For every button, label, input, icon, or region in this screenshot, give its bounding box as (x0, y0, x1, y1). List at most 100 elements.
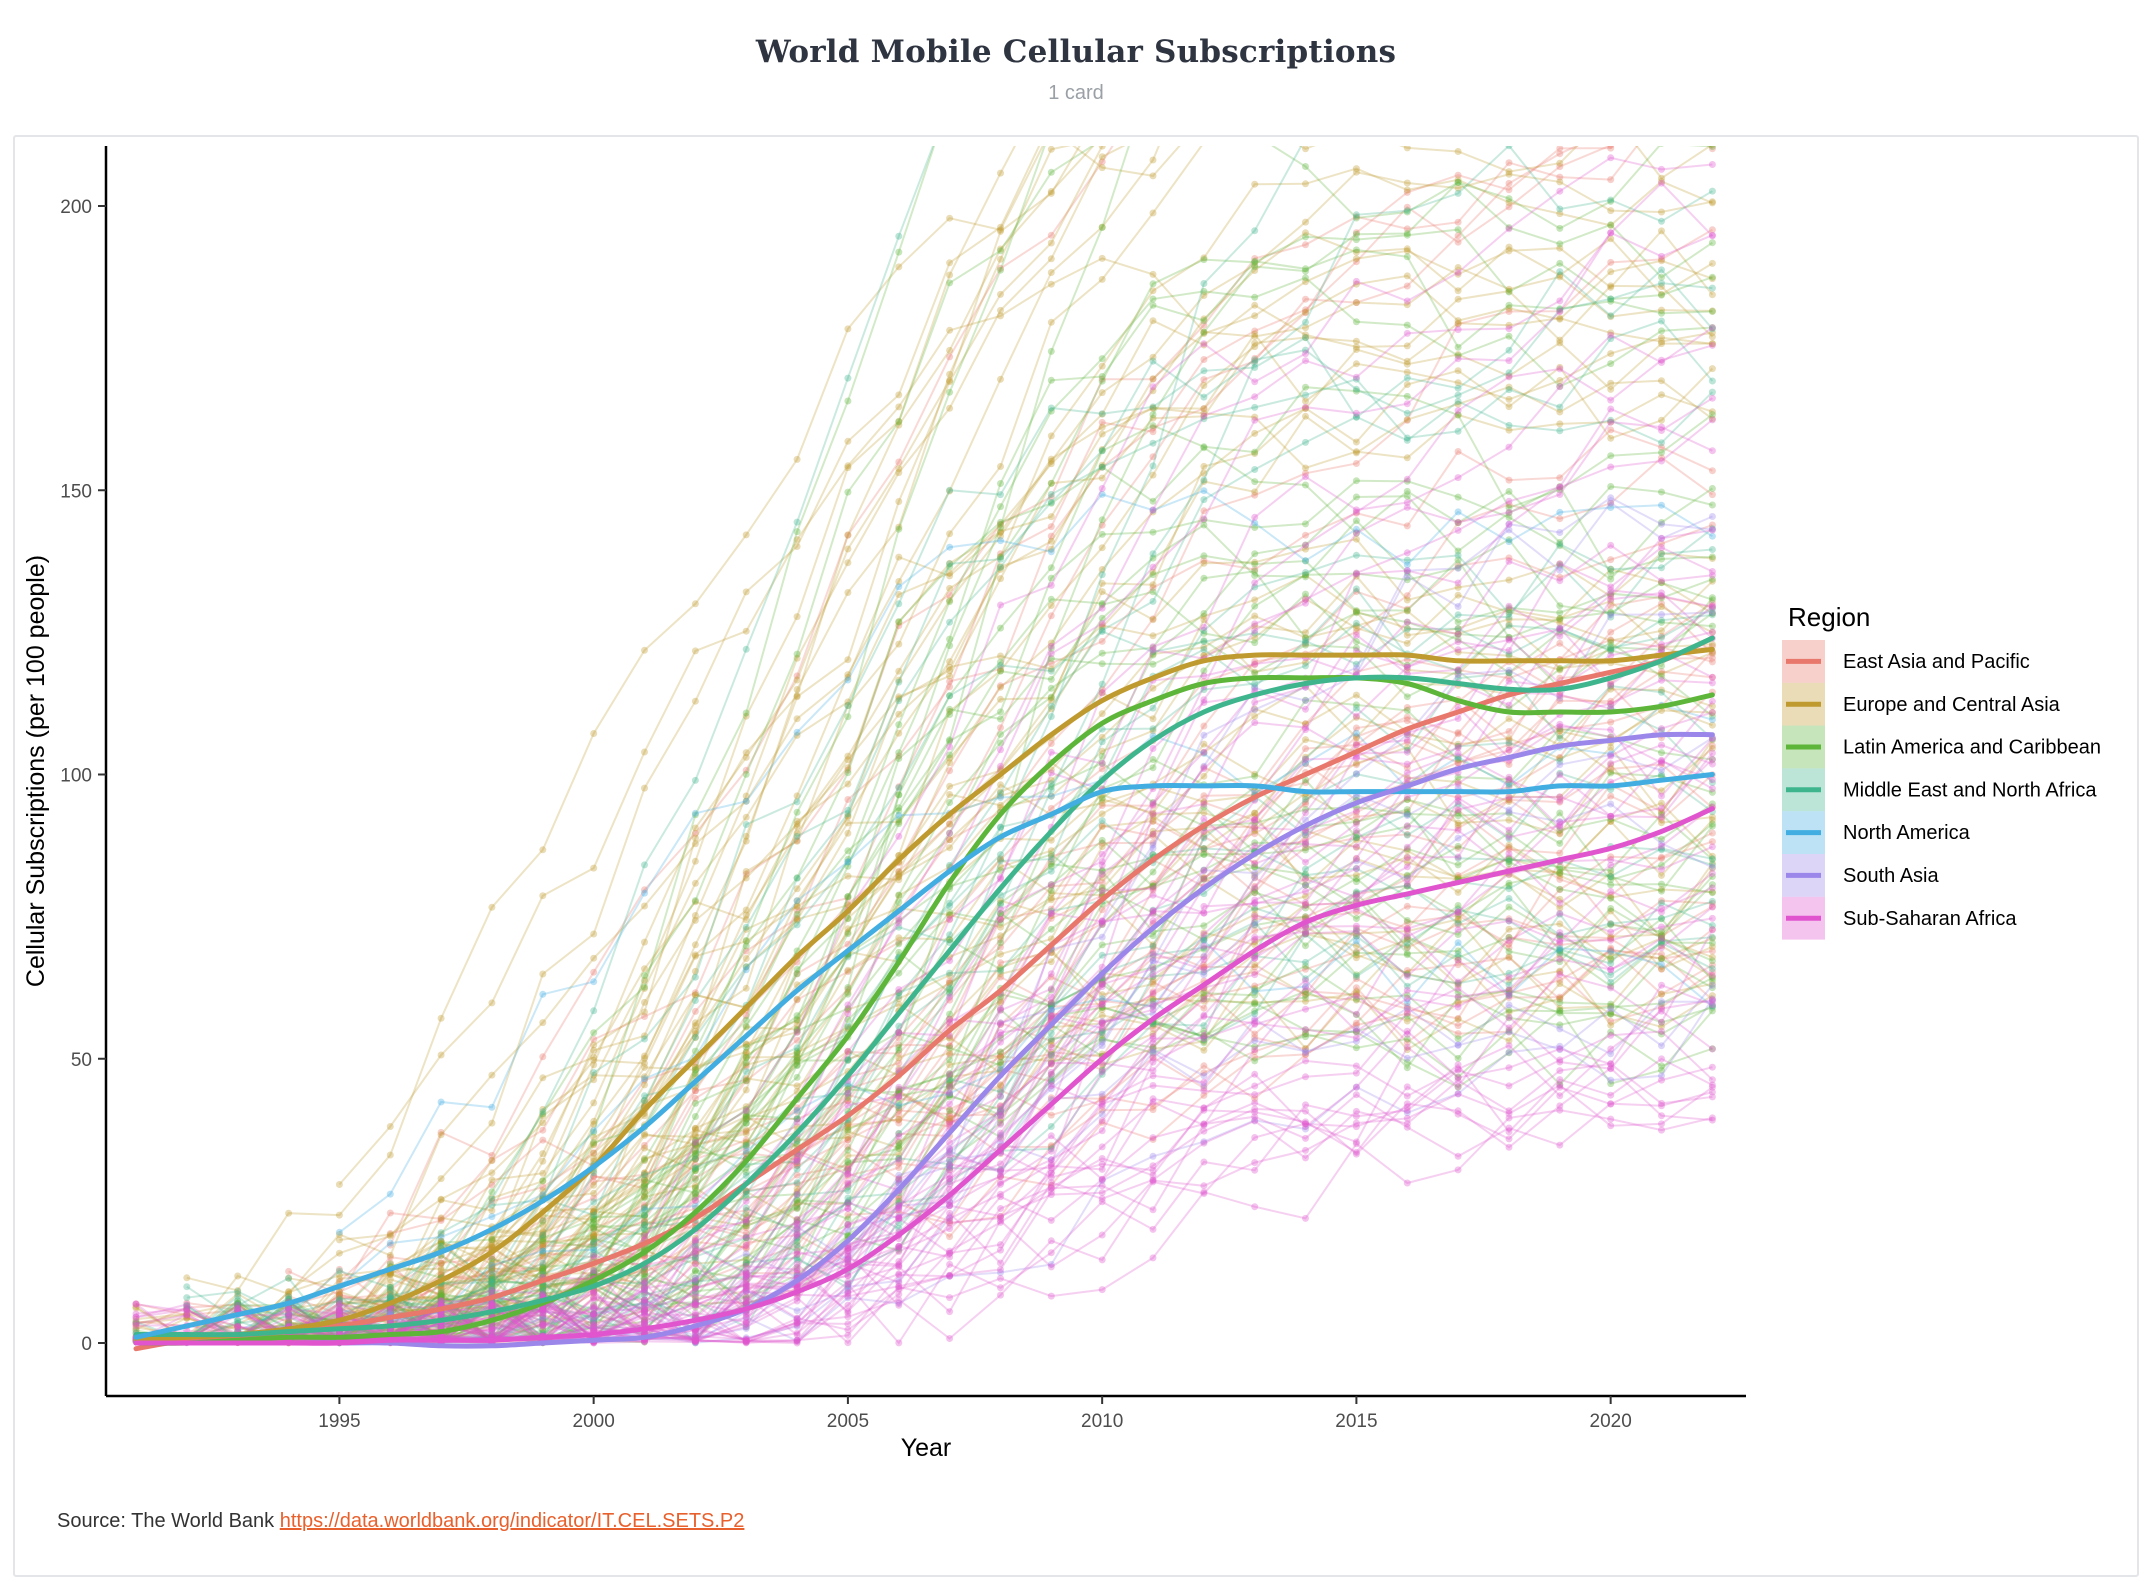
country-point (1505, 940, 1513, 948)
country-point (742, 1147, 750, 1155)
country-line (186, 146, 1614, 1342)
country-point (1099, 136, 1106, 143)
country-point (1454, 978, 1462, 986)
country-point (1150, 69, 1157, 76)
country-point (1403, 902, 1411, 910)
country-point (946, 1105, 954, 1113)
country-point (1505, 386, 1513, 394)
country-point (1404, 0, 1411, 3)
country-point (1302, 858, 1309, 866)
country-point (997, 1102, 1004, 1110)
country-point (1658, 208, 1665, 216)
country-point (1607, 792, 1615, 800)
country-point (1708, 284, 1716, 292)
country-point (1454, 807, 1462, 814)
country-point (1658, 279, 1665, 287)
country-point (793, 808, 801, 816)
country-point (1098, 850, 1106, 858)
country-point (1302, 569, 1309, 576)
country-point (590, 1029, 598, 1037)
country-point (1352, 770, 1360, 778)
country-point (1149, 1082, 1157, 1089)
country-point (1251, 227, 1259, 235)
country-point (1200, 956, 1208, 964)
country-point (1607, 196, 1615, 204)
country-point (1200, 799, 1208, 806)
country-point (1302, 990, 1309, 998)
country-point (590, 978, 598, 986)
country-point (1200, 37, 1207, 44)
country-point (1352, 973, 1360, 980)
country-point (1658, 501, 1665, 509)
country-point (1352, 712, 1360, 720)
country-point (488, 1151, 496, 1159)
country-point (234, 1323, 242, 1331)
country-point (946, 711, 954, 718)
country-point (1403, 179, 1411, 187)
country-point (1098, 1118, 1106, 1126)
country-point (386, 1286, 394, 1294)
country-point (1404, 20, 1411, 27)
country-point (1658, 981, 1665, 989)
country-point (793, 1044, 801, 1052)
country-point (1149, 942, 1157, 950)
country-point (742, 1172, 750, 1179)
country-point (997, 1059, 1004, 1067)
country-point (742, 588, 750, 596)
country-point (641, 1279, 648, 1287)
country-point (1658, 808, 1665, 816)
country-point (1048, 124, 1055, 131)
country-point (1302, 233, 1309, 241)
country-point (1505, 1001, 1513, 1009)
country-point (1098, 1038, 1106, 1046)
country-point (844, 1120, 852, 1128)
country-point (1454, 824, 1462, 832)
country-point (641, 1092, 648, 1100)
country-point (997, 857, 1004, 865)
country-point (1251, 987, 1259, 995)
country-point (844, 713, 852, 721)
country-point (1251, 602, 1259, 610)
country-point (641, 1171, 648, 1178)
country-point (1708, 947, 1716, 955)
country-point (793, 874, 801, 882)
country-point (1200, 382, 1208, 389)
country-point (1200, 280, 1208, 287)
country-point (285, 1274, 293, 1282)
country-point (1658, 309, 1665, 317)
country-point (1047, 564, 1055, 572)
country-point (1556, 74, 1563, 81)
country-point (844, 325, 852, 333)
country-point (1150, 139, 1157, 146)
country-point (742, 955, 750, 962)
country-point (590, 1225, 598, 1233)
country-point (386, 1231, 394, 1239)
country-point (1658, 439, 1665, 447)
country-point (946, 1107, 954, 1114)
country-point (437, 1286, 445, 1294)
country-point (1658, 391, 1665, 399)
country-point (1047, 748, 1055, 756)
country-point (335, 1181, 343, 1188)
country-point (1047, 1143, 1055, 1151)
country-point (437, 1296, 445, 1304)
country-point (641, 1218, 648, 1226)
country-point (1149, 978, 1157, 986)
country-point (997, 247, 1004, 255)
country-point (1658, 1018, 1665, 1026)
country-point (1708, 855, 1716, 863)
country-point (437, 1195, 445, 1203)
country-point (1505, 937, 1513, 944)
country-point (1403, 738, 1411, 746)
country-point (1505, 403, 1513, 411)
country-point (1352, 551, 1360, 559)
country-point (641, 1171, 648, 1179)
country-point (590, 864, 598, 872)
country-point (1708, 903, 1716, 910)
country-point (1302, 531, 1309, 539)
country-point (997, 520, 1004, 528)
country-point (1505, 476, 1513, 484)
country-point (590, 1007, 598, 1015)
country-point (997, 1049, 1004, 1057)
country-point (1658, 291, 1665, 299)
